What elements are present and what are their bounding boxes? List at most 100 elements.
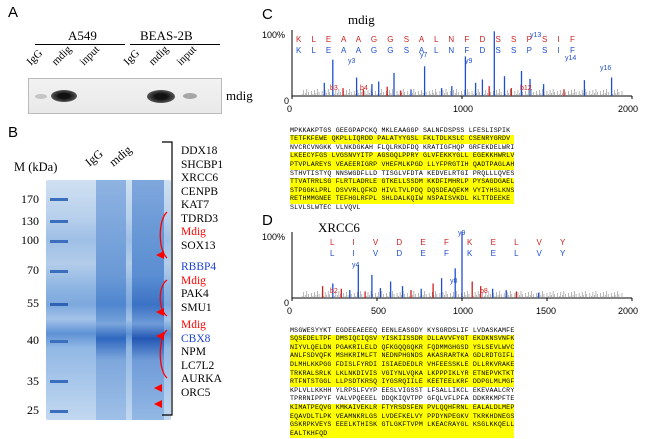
marker-label: 55 (27, 296, 39, 310)
panel-c-label: C (262, 6, 273, 23)
protein-list: DDX18 SHCBP1 XRCC6 CENPB KAT7 TDRD3 Mdig… (181, 145, 223, 400)
ion-label: b3 (330, 85, 338, 92)
spectrum-title: XRCC6 (318, 220, 360, 235)
ladder-band (50, 340, 68, 343)
sequence-line: NVCRCVNGKK VLNKDGKAH FLQLRKDFDQ KRATIGFH… (290, 143, 515, 151)
divider-beas2b (130, 44, 220, 45)
x-tick: 0 (287, 306, 293, 316)
y-axis-zero-label: 0 (284, 96, 290, 106)
sequence-bottom: L I V D E F K E L V Y (330, 249, 574, 258)
sequence-line: NIYVLQELDN PGAKRILELD QFKGQQGQKR FQDMMGH… (290, 343, 515, 353)
sequence-line: GSKRPKVEYS EEELKTHISK GTLGKFTVPM LKEACRA… (290, 421, 515, 430)
protein-name: LC7L2 (181, 359, 215, 372)
protein-sequence-mdig: MPKKAKPTGS GEEGPAPCKQ MKLEAAGGP SALNFDSP… (290, 118, 515, 230)
protein-name: XRCC6 (181, 172, 219, 184)
ladder-band (50, 198, 68, 201)
panel-a-label: A (8, 4, 19, 21)
cell-line-a549: A549 (68, 28, 97, 43)
sequence-line: DLMHLKKPGG FDISLFYRDI ISIAEDEDLR VHFEESS… (290, 360, 515, 370)
protein-brackets (162, 141, 173, 416)
protein-name: SHCBP1 (181, 158, 224, 171)
blot-band (35, 94, 47, 99)
ion-label: b2 (330, 288, 338, 295)
protein-name: Mdig (181, 319, 206, 331)
ion-label: y16 (600, 65, 612, 72)
ladder-band (50, 380, 68, 383)
sequence-line: TPRRNIPPYF VALVPQEEEL DDQKIQVTPP GFQLVFL… (290, 395, 515, 403)
ladder-band (50, 303, 68, 306)
protein-name: ORC5 (181, 386, 211, 399)
ms-spectrum-xrcc6 (291, 232, 633, 301)
blot-band (183, 93, 197, 99)
ladder-band (50, 220, 68, 223)
marker-label: 35 (27, 374, 39, 388)
lane-label-igg: IgG (82, 146, 106, 170)
protein-name: NPM (181, 346, 206, 358)
sequence-line: PTVPLAREYS VEAEERIGRP VHEFMLKPGD LLYFPRG… (290, 160, 515, 170)
protein-name: KAT7 (181, 199, 210, 211)
protein-name: RBBP4 (181, 261, 217, 273)
sequence-line: RTFNTSTGGL LLPSDTKRSQ IYGSRQIILE KEETEEL… (290, 378, 515, 387)
marker-label: 130 (21, 214, 39, 228)
sequence-line: EQAVDLTLPK VEAMNKRLGS LVDEFKELVY PPDYNPE… (290, 412, 515, 422)
protein-name: DDX18 (181, 145, 218, 157)
sequence-line: TTVATRRLSG FLRTLADRLE GTKELLSSDM KKDFIMH… (290, 178, 515, 187)
lane-label: IgG (24, 47, 46, 68)
ion-label: y9 (458, 230, 466, 237)
divider-a549 (35, 44, 125, 45)
marker-label: 40 (27, 333, 39, 347)
marker-label: 100 (21, 233, 39, 247)
protein-name: PAK4 (181, 288, 209, 300)
marker-label: 170 (21, 192, 39, 206)
sequence-top: K L E A A G G S A L N F D S S P S I F (296, 35, 579, 44)
cell-line-beas2b: BEAS-2B (140, 28, 193, 43)
protein-name: AURKA (181, 373, 222, 385)
protein-name: CBX8 (181, 332, 211, 345)
protein-name: SOX13 (181, 239, 216, 252)
ion-label: y9 (465, 58, 473, 65)
protein-sequence-xrcc6: MSGWESYYKT EGDEEAEEEQ EENLEASGDY KYSGRDS… (290, 318, 515, 439)
ion-label: y14 (565, 55, 577, 62)
protein-name: CENPB (181, 185, 219, 198)
y-axis-top-label: 100% (262, 232, 286, 242)
y-axis-top-label: 100% (262, 30, 286, 40)
sequence-line: KPLVLLKKHH YLRPSLFVYP EESLVIGSST LFSALLI… (290, 386, 515, 394)
lane-label: input (174, 43, 199, 68)
ion-label: y7 (420, 52, 428, 59)
x-tick: 0 (287, 104, 293, 114)
ion-label: b4 (360, 85, 368, 92)
marker-axis-label: M (kDa) (14, 160, 58, 174)
ion-label: y4 (352, 262, 360, 269)
ion-label: y13 (530, 32, 542, 39)
ladder-band (50, 410, 68, 413)
ion-label: y8 (450, 278, 458, 285)
marker-label: 25 (27, 403, 39, 417)
sequence-line: RETHMMGNEE TEFHGLRFPL SHLDALKQIW NSPAISV… (290, 195, 515, 204)
protein-name: Mdig (181, 274, 206, 287)
lane-label: IgG (121, 47, 143, 68)
sequence-line: ANLFSDVQFK MSHKRIMLFT NEDNPHGNDS AKASRAR… (290, 352, 515, 361)
panel-b-label: B (8, 124, 19, 141)
protein-name: SMU1 (181, 301, 212, 314)
blot-band (147, 90, 175, 103)
sequence-top: L I V D E F K E L V Y (330, 238, 574, 247)
ladder-band (50, 270, 68, 273)
ion-label: y3 (348, 58, 356, 65)
sequence-line: TETFKFEWE QKPLLIQRDD PALATYYGSL FKLTDLKS… (290, 135, 515, 144)
coomassie-gel (46, 180, 171, 420)
lane-label: input (77, 43, 102, 68)
sequence-line: EALTKHFQD (290, 429, 515, 439)
sequence-line: SQSEDELTPF DMSIQCIQSV YISKIISSDR DLLAVVF… (290, 335, 515, 344)
sequence-line: STPGGKLPRL DSVVRLQFKD HIVLTVLPDQ DQSDEAQ… (290, 186, 515, 196)
sequence-bottom: K L E A A G G S A L N F D S S P S I F (296, 46, 579, 55)
western-blot (28, 78, 222, 114)
sequence-line: KIMATPEQVG KMKAIVEKLR FTYRSDSFEN PVLQQHF… (290, 403, 515, 413)
blot-band (51, 90, 77, 102)
lane-label: mdig (146, 43, 171, 68)
y-axis-zero-label: 0 (284, 298, 290, 308)
sequence-line: SLVLSLWTEC LLVQVL (290, 203, 361, 211)
sequence-line: MSGWESYYKT EGDEEAEEEQ EENLEASGDY KYSGRDS… (290, 326, 515, 334)
spectrum-title: mdig (348, 12, 375, 27)
marker-label: 70 (27, 263, 39, 277)
